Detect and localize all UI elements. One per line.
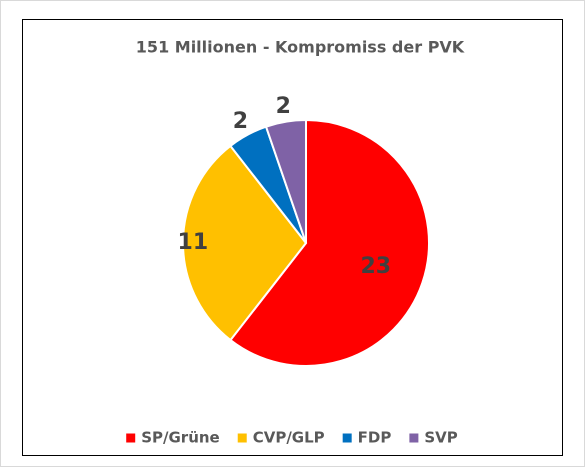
data-label: 2 [233,109,248,134]
legend-label: SP/Grüne [141,429,220,447]
legend-swatch [126,433,136,443]
data-label: 23 [360,254,391,279]
pie-slice [229,118,430,367]
legend-swatch [342,433,352,443]
legend-label: CVP/GLP [253,429,325,447]
data-label: 11 [178,230,209,255]
legend-swatch [237,433,247,443]
data-label: 2 [276,94,291,119]
legend-label: FDP [358,429,392,447]
pie-slice [182,144,308,342]
legend-swatch [409,433,419,443]
legend-label: SVP [424,429,457,447]
pie-slice [264,118,307,244]
chart-title: 151 Millionen - Kompromiss der PVK [136,38,465,57]
